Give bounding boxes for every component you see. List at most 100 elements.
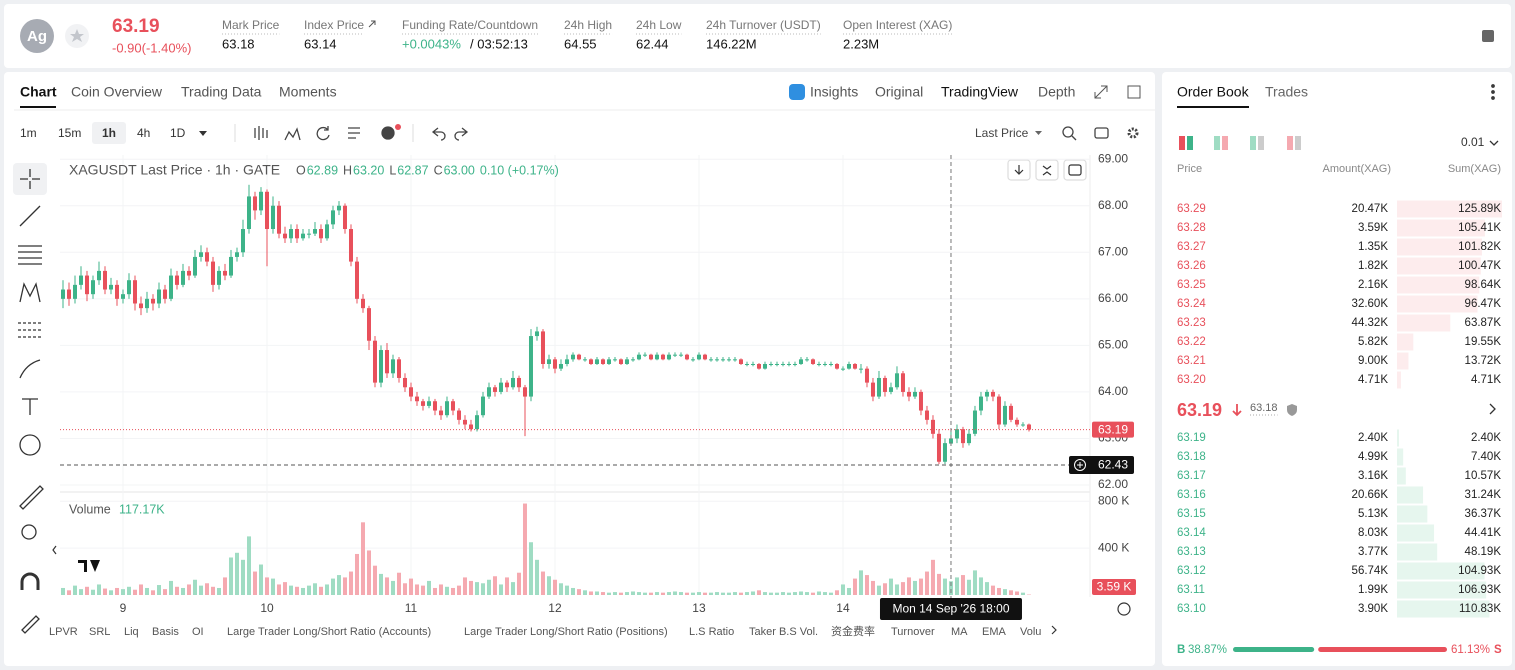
indicator[interactable]: Large Trader Long/Short Ratio (Positions… — [464, 626, 668, 638]
fib-tool[interactable] — [18, 245, 42, 265]
candle-body — [198, 252, 203, 257]
view-asks-icon[interactable] — [1250, 136, 1256, 150]
candle-body — [996, 396, 1001, 425]
indicator[interactable]: Turnover — [891, 626, 935, 638]
price-type[interactable]: Last Price — [975, 126, 1029, 140]
interval[interactable]: 1m — [20, 126, 37, 140]
line-tool[interactable] — [19, 205, 41, 227]
interval[interactable]: 1D — [170, 126, 186, 140]
indicator[interactable]: Large Trader Long/Short Ratio (Accounts) — [227, 626, 431, 638]
measure-tool[interactable] — [19, 485, 44, 510]
view-bids-icon[interactable] — [1214, 136, 1220, 150]
depth-bar — [1397, 429, 1400, 447]
indicator[interactable]: L.S Ratio — [689, 626, 734, 638]
legend-value: 63.20 — [353, 163, 384, 177]
tab[interactable]: Moments — [279, 84, 337, 100]
volume-bar — [762, 592, 767, 595]
indicator[interactable]: Liq — [124, 626, 139, 638]
indicator[interactable]: Volu — [1020, 626, 1041, 638]
indicator[interactable]: 资金费率 — [831, 624, 875, 638]
replay-icon[interactable] — [316, 126, 330, 141]
indicator-icon[interactable] — [284, 127, 301, 141]
search-icon[interactable] — [1062, 126, 1074, 138]
view-sells-icon[interactable] — [1287, 136, 1293, 150]
view-tab[interactable]: Original — [875, 84, 923, 100]
scroll-right[interactable] — [1051, 625, 1057, 635]
chevron-right[interactable] — [1489, 403, 1496, 415]
depth-bar — [1397, 314, 1451, 332]
pattern-tool[interactable] — [19, 282, 41, 303]
layout-icon[interactable] — [1127, 85, 1141, 99]
indicator[interactable]: EMA — [982, 626, 1007, 638]
view-both-icon[interactable] — [1179, 136, 1185, 150]
pane-button[interactable] — [1035, 159, 1059, 181]
candle-body — [84, 275, 89, 295]
tab[interactable]: Trading Data — [181, 84, 262, 100]
book-amount: 8.03K — [1358, 527, 1388, 539]
magnet-tool[interactable] — [20, 572, 40, 590]
interval[interactable]: 15m — [58, 126, 81, 140]
volume-bar — [300, 587, 305, 595]
zoom-tool[interactable] — [21, 524, 37, 540]
book-price: 63.25 — [1177, 279, 1206, 291]
tab[interactable]: Chart — [20, 84, 57, 100]
book-tab[interactable]: Trades — [1265, 84, 1308, 100]
pane-button[interactable] — [1063, 159, 1087, 181]
prediction-tool[interactable] — [18, 322, 42, 338]
crosshair-tool[interactable] — [20, 169, 40, 189]
volume-bar — [894, 584, 899, 595]
camera-icon[interactable] — [1094, 127, 1109, 139]
brush-tool[interactable] — [19, 359, 41, 379]
interval[interactable]: 1h — [102, 126, 116, 140]
stat-label: 24h Low — [636, 18, 682, 32]
pane-button[interactable] — [1007, 159, 1031, 181]
candle-body — [852, 363, 857, 369]
tab[interactable]: Coin Overview — [71, 84, 163, 100]
lock-tool[interactable] — [21, 615, 40, 634]
volume-bar — [204, 583, 209, 595]
collapse-toolbar[interactable] — [52, 545, 57, 555]
indicator[interactable]: SRL — [89, 626, 110, 638]
notes-icon[interactable] — [1482, 30, 1494, 42]
indicator[interactable]: Basis — [152, 626, 179, 638]
template-icon[interactable] — [348, 127, 360, 139]
view-tab[interactable]: Insights — [810, 84, 858, 100]
indicator[interactable]: LPVR — [49, 626, 78, 638]
volume-bar — [156, 585, 161, 595]
undo-icon[interactable] — [431, 127, 446, 141]
emoji-tool[interactable] — [19, 434, 41, 456]
legend-tag: O — [296, 163, 306, 177]
volume-bar — [378, 573, 383, 595]
redo-icon[interactable] — [454, 127, 469, 141]
text-tool[interactable] — [22, 398, 38, 415]
book-amount: 2.16K — [1358, 279, 1388, 291]
book-tab[interactable]: Order Book — [1177, 84, 1250, 100]
view-tab[interactable]: TradingView — [941, 84, 1019, 100]
indicator[interactable]: OI — [192, 626, 204, 638]
buy-tag: B — [1177, 644, 1185, 656]
indicator[interactable]: Taker B.S Vol. — [749, 626, 818, 638]
add-alert-icon[interactable] — [1074, 459, 1086, 472]
indicator[interactable]: MA — [951, 626, 968, 638]
candle-body — [762, 363, 767, 369]
view-tab[interactable]: Depth — [1038, 84, 1075, 100]
volume-bar — [726, 592, 731, 595]
candle-body — [510, 377, 515, 388]
fullscreen-icon[interactable] — [1094, 85, 1108, 99]
candle-body — [966, 433, 971, 444]
precision[interactable]: 0.01 — [1461, 135, 1485, 149]
precision-caret[interactable] — [1489, 140, 1499, 146]
settings-icon[interactable] — [1117, 602, 1131, 616]
tool-selected — [13, 163, 47, 195]
candle-body — [816, 363, 821, 365]
settings-icon[interactable] — [1127, 127, 1139, 139]
candle-body — [438, 410, 443, 416]
candle-body — [774, 363, 779, 365]
volume-bar — [912, 580, 917, 595]
tv-logo-bg — [72, 551, 106, 581]
volume-bar — [978, 577, 983, 595]
interval[interactable]: 4h — [137, 126, 150, 140]
add-icon[interactable] — [381, 126, 395, 140]
candle-type-icon[interactable] — [254, 126, 268, 140]
menu-dot[interactable] — [1491, 84, 1495, 88]
